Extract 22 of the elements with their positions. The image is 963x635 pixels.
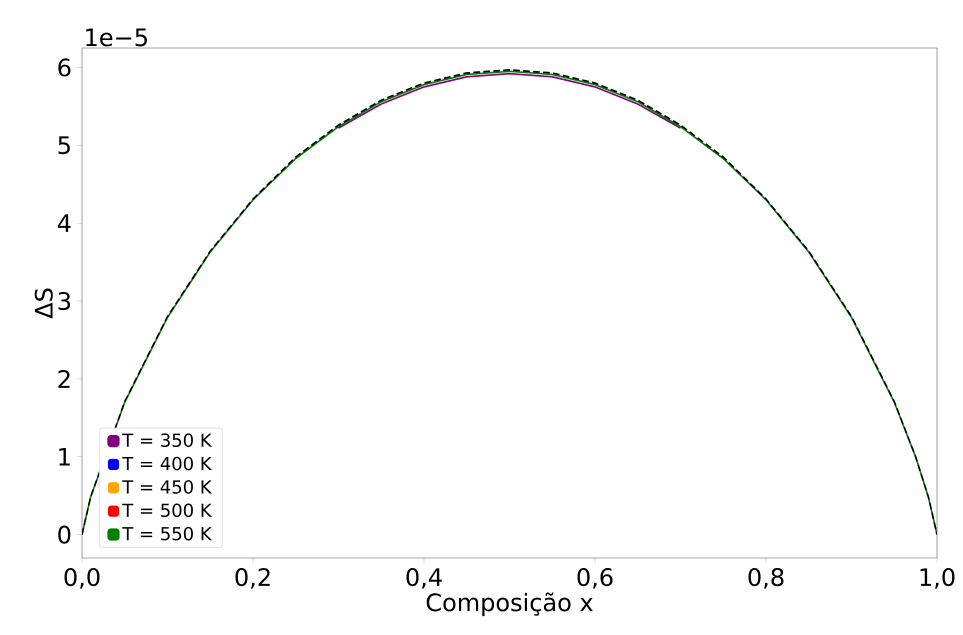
y-tick-label: 0 [58,526,70,544]
x-tick-label: 1,0 [920,568,954,589]
x-tick-label: 0,8 [748,568,784,589]
text: 1e−5 [86,28,147,46]
x-tick-label: 0,4 [406,568,442,589]
legend-label: T = 550 K [122,526,212,540]
x-tick-label: 0,6 [578,568,613,589]
y-tick-label: 5 [58,136,70,154]
y-tick-label: 6 [58,58,70,77]
y-axis-title: ΔS [34,288,53,319]
legend-label: T = 400 K [122,456,212,470]
x-tick-label: 0,2 [236,568,270,589]
x-tick-label: 0,0 [64,568,100,589]
legend-label: T = 350 K [122,433,212,448]
y-tick-label: 4 [58,214,71,232]
legend-label: T = 500 K [122,503,212,518]
y-tick-label: 1 [59,448,70,466]
y-tick-label: 2 [58,370,70,388]
line-series [338,72,682,129]
x-axis-title: Composição x [426,592,593,616]
y-tick-label: 3 [58,292,70,310]
legend-label: T = 450 K [122,480,212,494]
